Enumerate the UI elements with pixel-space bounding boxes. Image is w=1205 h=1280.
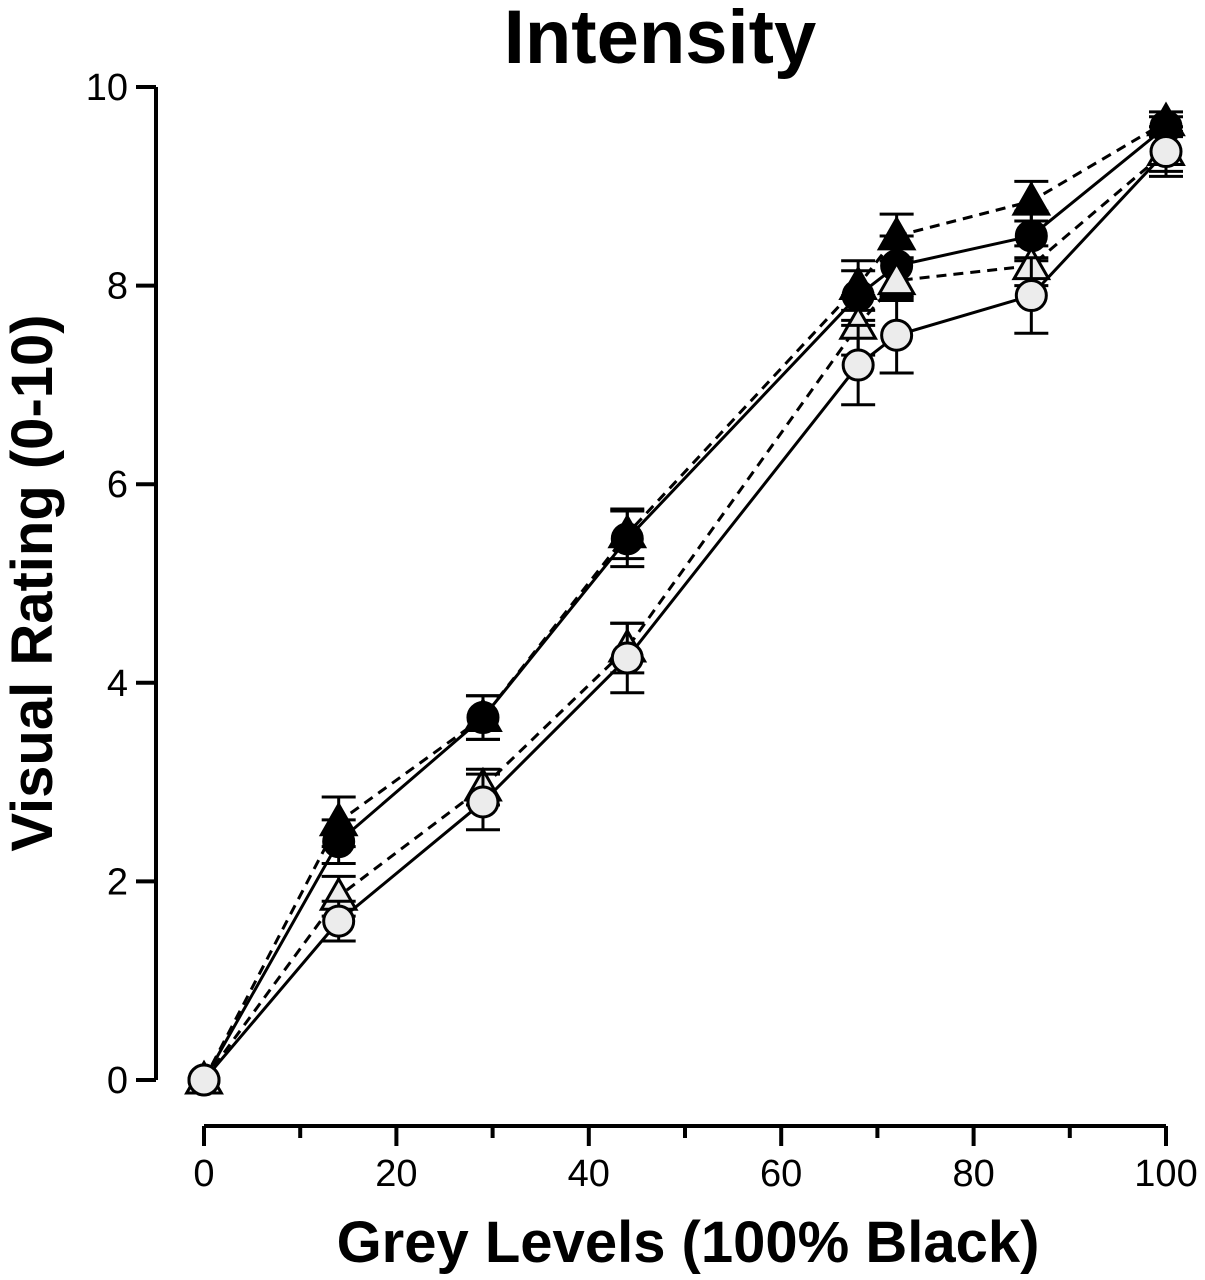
x-tick-label: 80 [952, 1153, 994, 1195]
data-point [187, 1063, 221, 1097]
y-tick-label: 6 [107, 464, 128, 506]
data-point [880, 318, 914, 352]
data-point [841, 348, 875, 382]
x-tick-label: 60 [760, 1153, 802, 1195]
x-tick-label: 20 [375, 1153, 417, 1195]
y-axis-label: Visual Rating (0-10) [0, 314, 65, 851]
y-tick-label: 4 [107, 663, 128, 705]
y-tick-label: 2 [107, 861, 128, 903]
series-open-triangle [184, 130, 1186, 1095]
series-line [202, 120, 1167, 1081]
series-line [202, 150, 1168, 1081]
plot-area [184, 101, 1186, 1097]
x-tick-label: 100 [1134, 1153, 1197, 1195]
series-open-circle [187, 125, 1183, 1097]
y-tick-label: 10 [86, 67, 128, 109]
data-point [1149, 135, 1183, 169]
y-tick-label: 8 [107, 266, 128, 308]
y-tick-label: 0 [107, 1060, 128, 1102]
data-point [876, 260, 917, 296]
x-tick-label: 40 [568, 1153, 610, 1195]
data-point [322, 904, 356, 938]
data-point [322, 825, 356, 859]
data-point [466, 785, 500, 819]
data-point [1014, 279, 1048, 313]
series-line [202, 150, 1167, 1081]
data-point [610, 522, 644, 556]
chart-title: Intensity [504, 0, 817, 80]
x-axis-label: Grey Levels (100% Black) [337, 1210, 1040, 1275]
x-tick-label: 0 [193, 1153, 214, 1195]
data-point [1011, 180, 1052, 216]
data-point [466, 701, 500, 735]
data-point [610, 641, 644, 675]
series-line [202, 125, 1167, 1081]
